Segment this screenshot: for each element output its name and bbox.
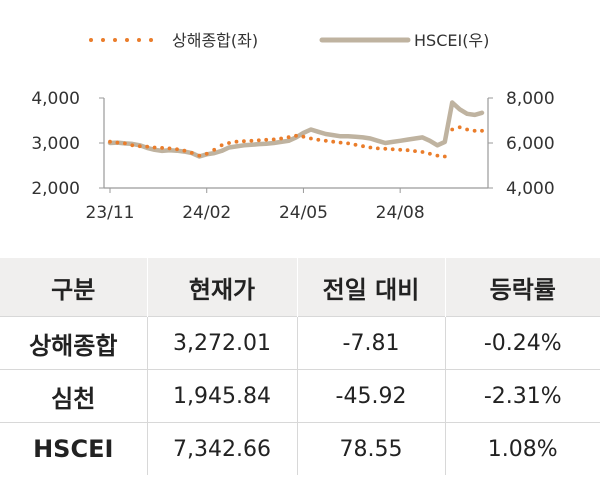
- data-point-shanghai: [353, 142, 358, 147]
- table-header-row: 구분 현재가 전일 대비 등락률: [0, 258, 600, 317]
- data-point-shanghai: [398, 147, 403, 152]
- legend-swatch-shanghai: [89, 38, 93, 42]
- left-tick-label: 4,000: [31, 89, 80, 109]
- index-table-container: 구분 현재가 전일 대비 등락률 상해종합 3,272.01 -7.81 -0.…: [0, 258, 600, 480]
- data-point-shanghai: [204, 151, 209, 156]
- data-point-shanghai: [264, 137, 269, 142]
- data-point-shanghai: [331, 139, 336, 144]
- data-point-shanghai: [428, 151, 432, 156]
- header-current-price: 현재가: [147, 258, 298, 317]
- data-point-shanghai: [145, 144, 150, 149]
- row-name: HSCEI: [0, 422, 148, 475]
- data-point-shanghai: [338, 140, 343, 145]
- data-point-shanghai: [249, 138, 254, 143]
- right-tick-label: 4,000: [506, 179, 555, 199]
- data-point-shanghai: [413, 149, 417, 154]
- data-point-shanghai: [227, 141, 231, 145]
- data-point-shanghai: [457, 125, 462, 130]
- data-point-shanghai: [301, 134, 306, 139]
- left-tick-label: 3,000: [31, 134, 80, 154]
- index-chart: 2,000 3,000 4,000 4,000 6,000 8,000 23/11 24/02…: [31, 31, 555, 223]
- x-tick-label: 24/05: [279, 203, 328, 223]
- right-tick-label: 8,000: [506, 89, 555, 109]
- row-change-rate: -0.24%: [445, 316, 600, 370]
- data-point-shanghai: [234, 139, 239, 144]
- data-point-shanghai: [383, 146, 388, 151]
- data-point-shanghai: [480, 128, 484, 133]
- legend-swatch-shanghai: [125, 38, 129, 42]
- row-name: 상해종합: [0, 316, 148, 370]
- data-point-shanghai: [450, 127, 455, 132]
- data-point-shanghai: [130, 143, 135, 148]
- data-point-shanghai: [294, 133, 298, 138]
- data-point-shanghai: [375, 146, 380, 151]
- legend-label-hscei: HSCEI(우): [414, 31, 489, 50]
- data-point-shanghai: [316, 137, 321, 142]
- data-point-shanghai: [361, 144, 365, 149]
- data-point-shanghai: [256, 138, 261, 143]
- data-point-shanghai: [197, 153, 202, 158]
- data-point-shanghai: [175, 147, 179, 152]
- data-point-shanghai: [182, 148, 187, 153]
- table-row: HSCEI 7,342.66 78.55 1.08%: [0, 422, 600, 475]
- x-tick-label: 24/02: [182, 203, 231, 223]
- legend-label-shanghai: 상해종합(좌): [172, 31, 258, 50]
- row-change: 78.55: [297, 422, 446, 475]
- left-tick-label: 2,000: [31, 179, 80, 199]
- header-change: 전일 대비: [297, 258, 446, 317]
- x-tick-label: 23/11: [86, 203, 135, 223]
- data-point-shanghai: [152, 145, 157, 150]
- data-point-shanghai: [368, 145, 373, 150]
- index-table: 구분 현재가 전일 대비 등락률 상해종합 3,272.01 -7.81 -0.…: [0, 258, 600, 475]
- data-point-shanghai: [189, 151, 194, 155]
- row-change-rate: -2.31%: [445, 369, 600, 423]
- data-point-shanghai: [309, 136, 313, 141]
- data-point-shanghai: [271, 137, 276, 142]
- legend-swatch-shanghai: [113, 38, 117, 42]
- data-point-shanghai: [123, 141, 127, 146]
- data-point-shanghai: [435, 153, 440, 158]
- data-point-shanghai: [323, 138, 328, 143]
- data-point-shanghai: [472, 128, 477, 133]
- legend-swatch-shanghai: [101, 38, 105, 42]
- x-tick-label: 24/08: [376, 203, 425, 223]
- chart-svg: 2,000 3,000 4,000 4,000 6,000 8,000 23/11 24/02…: [31, 31, 555, 223]
- row-change: -7.81: [297, 316, 446, 370]
- data-point-shanghai: [160, 146, 165, 150]
- data-point-shanghai: [390, 147, 395, 152]
- data-point-shanghai: [286, 135, 291, 140]
- data-point-shanghai: [442, 154, 447, 159]
- row-name: 심천: [0, 369, 148, 423]
- row-current-price: 1,945.84: [147, 369, 298, 423]
- data-point-shanghai: [212, 147, 217, 152]
- row-change: -45.92: [297, 369, 446, 423]
- series-line-hscei: [107, 100, 485, 159]
- data-point-shanghai: [115, 140, 120, 145]
- data-point-shanghai: [242, 139, 246, 144]
- legend-swatch-shanghai: [137, 38, 141, 42]
- legend-swatch-shanghai: [149, 38, 153, 42]
- row-current-price: 7,342.66: [147, 422, 298, 475]
- data-point-shanghai: [420, 150, 425, 154]
- data-point-shanghai: [219, 143, 224, 148]
- header-category: 구분: [0, 258, 148, 317]
- data-point-shanghai: [405, 148, 410, 153]
- data-point-shanghai: [108, 139, 112, 144]
- header-change-rate: 등락률: [445, 258, 600, 317]
- row-current-price: 3,272.01: [147, 316, 298, 370]
- table-row: 상해종합 3,272.01 -7.81 -0.24%: [0, 316, 600, 370]
- data-point-shanghai: [167, 146, 172, 151]
- data-point-shanghai: [137, 144, 142, 149]
- data-point-shanghai: [346, 141, 350, 146]
- data-point-shanghai: [279, 136, 283, 141]
- data-point-shanghai: [465, 127, 469, 132]
- table-row: 심천 1,945.84 -45.92 -2.31%: [0, 369, 600, 423]
- row-change-rate: 1.08%: [445, 422, 600, 475]
- right-tick-label: 6,000: [506, 134, 555, 154]
